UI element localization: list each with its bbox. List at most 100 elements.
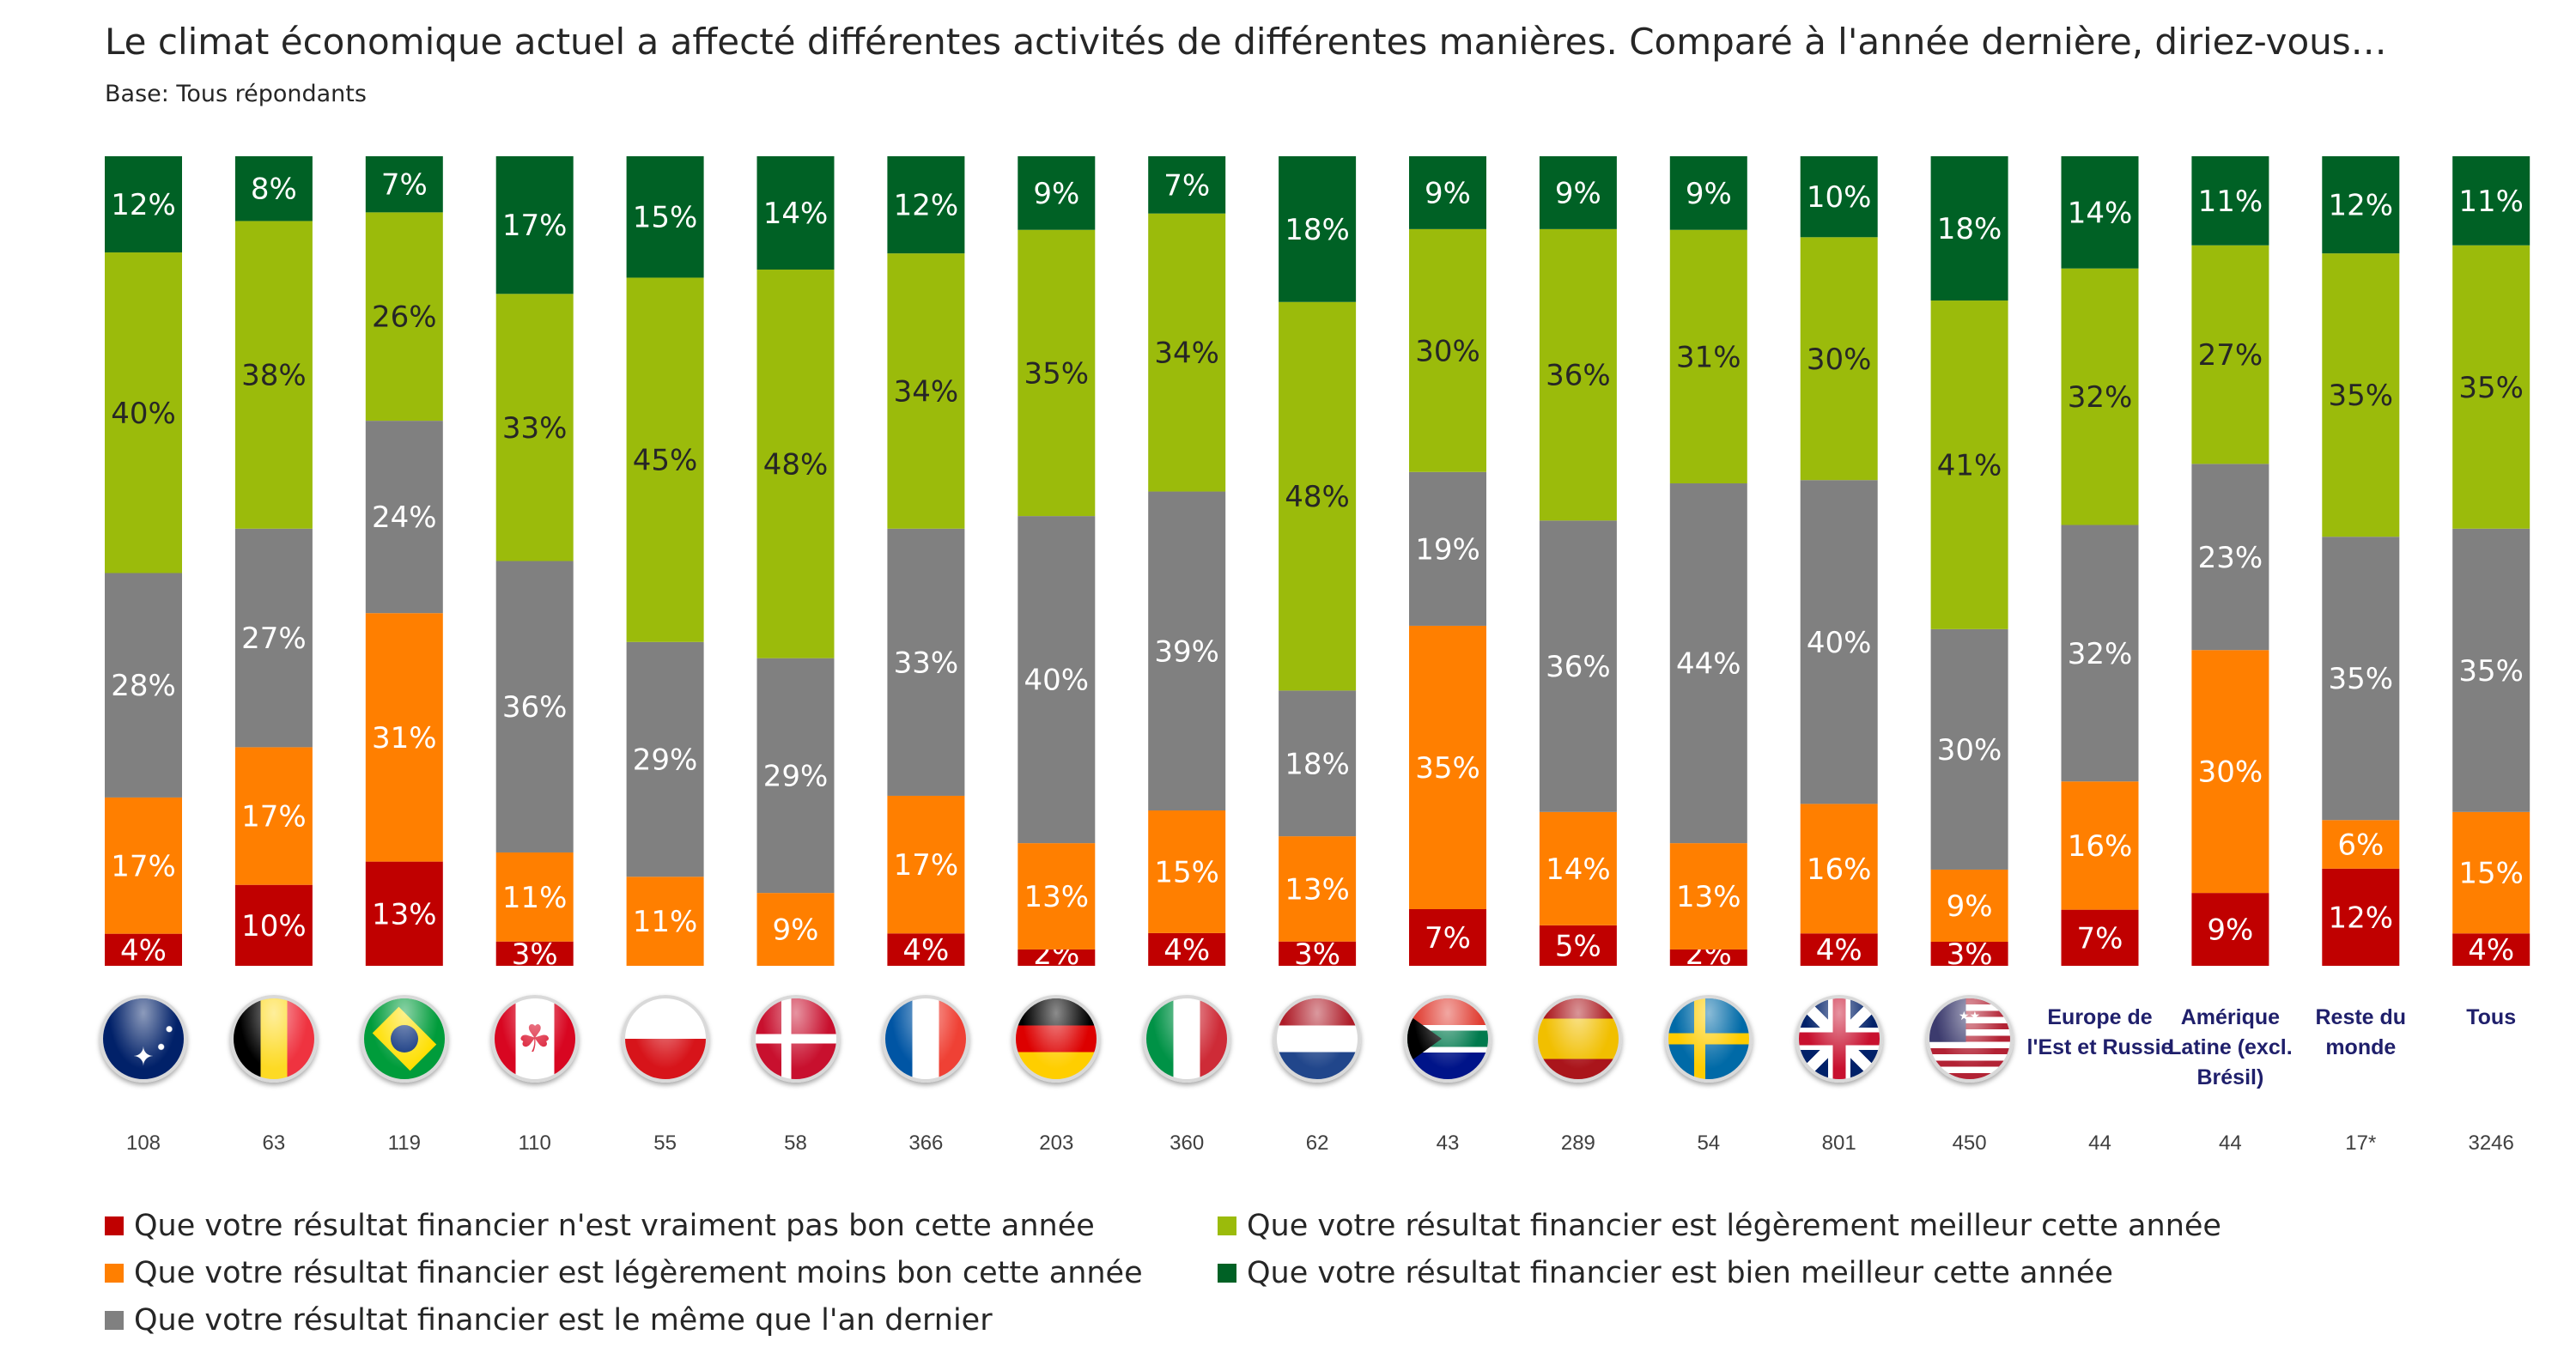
bar-segment-vraiment_pas_bon-17 <box>2322 868 2400 966</box>
bar-segment-legerement_moins_bon-18 <box>2452 811 2530 934</box>
bar-segment-meme-5 <box>756 658 835 894</box>
data-label-legerement_moins_bon-15: 16% <box>2068 829 2133 864</box>
legend-label-legerement-meilleur: Que votre résultat financier est légèrem… <box>1247 1209 2221 1243</box>
data-label-meme-12: 44% <box>1676 647 1741 682</box>
netherlands-flag-icon <box>1273 995 1362 1083</box>
bar-segment-bien_meilleur-15 <box>2061 156 2139 269</box>
data-label-vraiment_pas_bon-8: 4% <box>1163 933 1210 968</box>
bar-segment-legerement_moins_bon-3 <box>495 852 574 942</box>
bar-segment-legerement_moins_bon-15 <box>2061 781 2139 910</box>
bar-segment-vraiment_pas_bon-14 <box>1930 941 2008 966</box>
base-count-3: 110 <box>518 1131 551 1155</box>
italy-flag-icon <box>1143 995 1231 1083</box>
base-count-7: 203 <box>1039 1131 1074 1155</box>
bar-segment-bien_meilleur-1 <box>234 156 313 221</box>
bar-segment-vraiment_pas_bon-10 <box>1409 908 1486 966</box>
bar-segment-legerement_moins_bon-13 <box>1800 804 1878 934</box>
data-label-bien_meilleur-14: 18% <box>1937 212 2002 246</box>
base-count-12: 54 <box>1697 1131 1721 1155</box>
data-label-legerement_meilleur-13: 30% <box>1807 343 1872 377</box>
bar-segment-meme-2 <box>365 421 443 614</box>
legend-label-vraiment-pas-bon: Que votre résultat financier n'est vraim… <box>134 1209 1095 1243</box>
bar-segment-legerement_meilleur-0 <box>105 252 182 573</box>
data-label-meme-15: 32% <box>2068 637 2133 671</box>
category-label-16: Amérique Latine (excl. Brésil) <box>2168 1005 2293 1089</box>
data-label-meme-6: 33% <box>894 646 959 680</box>
bar-segment-bien_meilleur-16 <box>2191 156 2269 246</box>
bar-segment-bien_meilleur-11 <box>1539 156 1617 229</box>
bar-segment-vraiment_pas_bon-15 <box>2061 909 2139 966</box>
bar-segment-meme-13 <box>1800 480 1878 804</box>
data-label-legerement_meilleur-10: 30% <box>1415 334 1480 368</box>
bar-segment-legerement_meilleur-16 <box>2191 245 2269 464</box>
data-label-legerement_meilleur-12: 31% <box>1676 340 1741 374</box>
data-label-bien_meilleur-10: 9% <box>1425 176 1471 210</box>
bar-segment-legerement_moins_bon-10 <box>1409 625 1486 909</box>
data-label-bien_meilleur-12: 9% <box>1686 177 1732 211</box>
data-label-legerement_moins_bon-17: 6% <box>2337 828 2384 863</box>
bar-segment-bien_meilleur-17 <box>2322 156 2400 254</box>
legend-item-legerement-moins-bon: Que votre résultat financier est légèrem… <box>105 1256 1143 1290</box>
bar-segment-legerement_meilleur-12 <box>1669 229 1747 484</box>
bar-segment-meme-15 <box>2061 525 2139 782</box>
bar-segment-meme-18 <box>2452 528 2530 812</box>
data-label-meme-14: 30% <box>1937 733 2002 767</box>
base-count-9: 62 <box>1305 1131 1329 1155</box>
data-label-vraiment_pas_bon-11: 5% <box>1555 929 1601 963</box>
bar-segment-legerement_moins_bon-1 <box>234 747 313 885</box>
bar-segment-bien_meilleur-7 <box>1018 156 1096 230</box>
bar-segment-meme-6 <box>887 528 965 796</box>
data-label-bien_meilleur-11: 9% <box>1555 176 1601 210</box>
sweden-flag-icon <box>1664 995 1753 1083</box>
bar-segment-vraiment_pas_bon-1 <box>234 884 313 966</box>
bar-segment-vraiment_pas_bon-6 <box>887 933 965 966</box>
data-label-legerement_meilleur-7: 35% <box>1024 356 1090 391</box>
base-count-14: 450 <box>1952 1131 1987 1155</box>
bar-segment-bien_meilleur-5 <box>756 156 835 270</box>
czech-flag-icon <box>621 995 709 1083</box>
data-label-legerement_meilleur-8: 34% <box>1154 337 1219 371</box>
legend-swatch-bien-meilleur <box>1218 1264 1236 1283</box>
data-label-bien_meilleur-17: 12% <box>2329 189 2394 223</box>
data-label-vraiment_pas_bon-16: 9% <box>2207 913 2253 948</box>
data-label-legerement_meilleur-15: 32% <box>2068 380 2133 415</box>
bar-segment-legerement_moins_bon-14 <box>1930 869 2008 942</box>
bar-segment-vraiment_pas_bon-2 <box>365 861 443 966</box>
bar-segment-legerement_meilleur-6 <box>887 253 965 529</box>
bar-segment-legerement_moins_bon-12 <box>1669 843 1747 949</box>
bar-segment-vraiment_pas_bon-7 <box>1018 949 1096 966</box>
data-label-legerement_meilleur-11: 36% <box>1546 359 1611 393</box>
data-label-bien_meilleur-3: 17% <box>502 209 568 243</box>
data-label-bien_meilleur-16: 11% <box>2198 185 2263 219</box>
bar-segment-legerement_moins_bon-9 <box>1279 836 1357 942</box>
base-count-2: 119 <box>387 1131 421 1155</box>
data-label-meme-13: 40% <box>1807 626 1872 660</box>
data-label-meme-5: 29% <box>763 759 829 793</box>
data-label-legerement_meilleur-17: 35% <box>2329 379 2394 413</box>
data-label-bien_meilleur-1: 8% <box>251 173 297 207</box>
legend-label-bien-meilleur: Que votre résultat financier est bien me… <box>1247 1256 2113 1290</box>
data-label-vraiment_pas_bon-0: 4% <box>120 933 167 968</box>
data-label-legerement_moins_bon-13: 16% <box>1807 852 1872 887</box>
bar-segment-vraiment_pas_bon-18 <box>2452 933 2530 966</box>
chart-subtitle: Base: Tous répondants <box>105 81 367 107</box>
bar-segment-meme-17 <box>2322 537 2400 821</box>
denmark-flag-icon <box>751 995 840 1083</box>
data-label-bien_meilleur-2: 7% <box>381 168 428 203</box>
base-count-11: 289 <box>1560 1131 1595 1155</box>
bar-segment-bien_meilleur-4 <box>626 156 704 278</box>
bar-segment-legerement_moins_bon-8 <box>1148 810 1226 933</box>
bar-segment-legerement_moins_bon-6 <box>887 795 965 934</box>
data-label-legerement_moins_bon-7: 13% <box>1024 880 1090 914</box>
bar-segment-vraiment_pas_bon-16 <box>2191 893 2269 966</box>
bar-segment-bien_meilleur-3 <box>495 156 574 294</box>
legend-item-bien-meilleur: Que votre résultat financier est bien me… <box>1218 1256 2113 1290</box>
bar-segment-meme-8 <box>1148 491 1226 811</box>
bar-segment-legerement_meilleur-5 <box>756 270 835 658</box>
bar-segment-legerement_meilleur-13 <box>1800 237 1878 481</box>
bar-segment-meme-11 <box>1539 520 1617 812</box>
bar-segment-legerement_meilleur-8 <box>1148 213 1226 492</box>
data-label-meme-17: 35% <box>2329 662 2394 696</box>
category-label-17: Reste du monde <box>2315 1005 2407 1059</box>
